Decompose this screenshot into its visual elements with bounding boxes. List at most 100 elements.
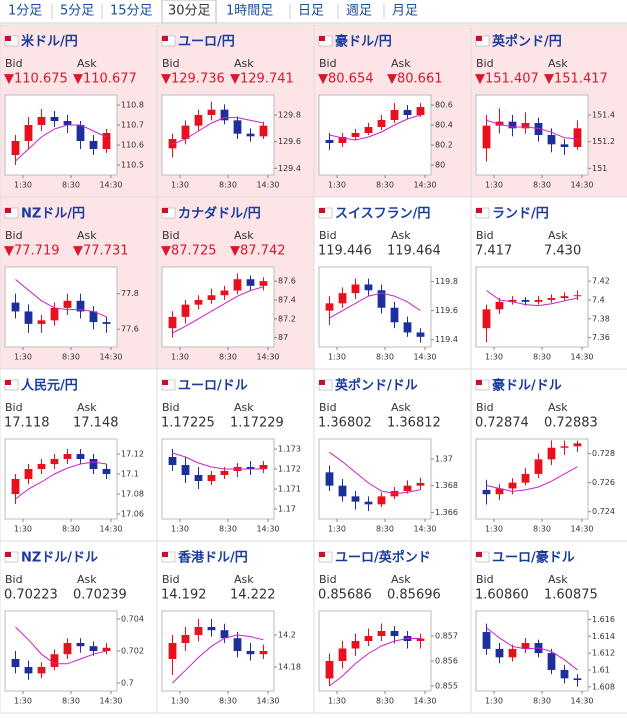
ask-price: ▼80.661 — [387, 72, 443, 87]
pair-title[interactable]: ユーロ/円 — [178, 35, 235, 50]
pair-title[interactable]: 豪ドル/円 — [335, 34, 392, 50]
bid-price: ▼129.736 — [161, 72, 225, 87]
flag-icon-part — [5, 208, 11, 213]
tab[interactable]: 1時間足 — [226, 4, 273, 19]
y-tick-label: 119.8 — [435, 277, 458, 286]
x-tick-label: 14:30 — [99, 181, 122, 190]
bid-label: Bid — [162, 401, 180, 414]
candle-body — [89, 646, 98, 651]
bid-price: 0.85686 — [318, 588, 372, 603]
bid-label: Bid — [319, 57, 337, 70]
chart-area — [4, 610, 118, 692]
tab[interactable]: 15分足 — [110, 4, 153, 19]
chart-area — [475, 610, 589, 692]
moving-average — [15, 626, 107, 665]
chart-area — [318, 438, 432, 520]
ask-price: ▼129.741 — [230, 72, 294, 87]
candle-body — [364, 636, 373, 641]
pair-title[interactable]: ユーロ/英ポンド — [335, 550, 431, 566]
pair-title[interactable]: 香港ドル/円 — [177, 550, 248, 566]
tab[interactable]: 30分足 — [168, 4, 211, 19]
x-tick-label: 1:30 — [171, 525, 189, 534]
bid-price: ▼87.725 — [161, 244, 217, 259]
ask-label: Ask — [234, 57, 254, 70]
y-tick-label: 110.8 — [121, 101, 144, 110]
x-tick-label: 14:30 — [413, 525, 436, 534]
x-tick-label: 14:30 — [99, 697, 122, 706]
candle-body — [220, 471, 229, 475]
y-tick-label: 17.08 — [121, 490, 144, 499]
y-tick-label: 1.368 — [435, 481, 458, 490]
x-tick-label: 1:30 — [485, 353, 503, 362]
candle-body — [89, 141, 98, 149]
moving-average — [15, 124, 107, 162]
chart-area — [161, 610, 275, 692]
ask-label: Ask — [77, 229, 97, 242]
candle-body — [207, 295, 216, 300]
y-tick-label: 1.616 — [592, 615, 615, 624]
pair-title[interactable]: NZドル/円 — [21, 207, 85, 222]
candle-body — [76, 300, 85, 312]
candle-body — [482, 489, 491, 495]
x-tick-label: 14:30 — [413, 353, 436, 362]
tab[interactable]: 月足 — [392, 4, 418, 19]
tab[interactable]: 日足 — [298, 4, 324, 19]
candle-body — [560, 446, 569, 448]
candle-body — [102, 469, 111, 474]
pair-title[interactable]: NZドル/ドル — [21, 551, 98, 566]
y-tick-label: 1.17 — [278, 505, 296, 514]
candle-body — [50, 459, 59, 464]
moving-average — [329, 114, 421, 141]
pair-title[interactable]: 米ドル/円 — [21, 34, 78, 50]
pair-title[interactable]: スイスフラン/円 — [335, 207, 430, 222]
pair-title[interactable]: カナダドル/円 — [178, 206, 261, 222]
flag-icon-part — [319, 552, 325, 557]
bid-label: Bid — [5, 229, 23, 242]
tab[interactable]: 5分足 — [60, 4, 94, 19]
candle-body — [168, 643, 177, 659]
y-tick-label: 1.37 — [435, 455, 453, 464]
candle-body — [181, 635, 190, 643]
candle-body — [390, 307, 399, 323]
candle-body — [246, 467, 255, 469]
bid-label: Bid — [162, 229, 180, 242]
ask-price: ▼87.742 — [230, 244, 286, 259]
tab[interactable]: 週足 — [346, 4, 372, 19]
ask-price: 17.148 — [73, 416, 119, 431]
x-tick-label: 1:30 — [328, 697, 346, 706]
moving-average — [15, 279, 107, 318]
y-tick-label: 110.7 — [121, 121, 144, 130]
x-tick-label: 8:30 — [533, 525, 551, 534]
candle-body — [246, 133, 255, 137]
pair-title[interactable]: 豪ドル/ドル — [492, 378, 562, 394]
pair-title[interactable]: 人民元/円 — [21, 378, 78, 394]
candle-body — [508, 648, 517, 658]
pair-title[interactable]: ランド/円 — [492, 207, 549, 222]
y-tick-label: 129.8 — [278, 111, 301, 120]
x-tick-label: 8:30 — [376, 525, 394, 534]
y-tick-label: 87.4 — [278, 295, 296, 304]
ask-label: Ask — [391, 401, 411, 414]
candle-body — [233, 120, 242, 134]
x-tick-label: 1:30 — [171, 697, 189, 706]
pair-title[interactable]: 英ポンド/円 — [491, 34, 562, 50]
candle-body — [534, 299, 543, 302]
flag-icon-part — [162, 380, 168, 385]
flag-icon-part — [476, 208, 482, 213]
candle-body — [24, 667, 33, 674]
candle-body — [364, 127, 373, 133]
y-tick-label: 7.42 — [592, 277, 610, 286]
bid-price: ▼151.407 — [475, 72, 539, 87]
pair-title[interactable]: 英ポンド/ドル — [334, 378, 418, 394]
x-tick-label: 14:30 — [99, 525, 122, 534]
candle-body — [246, 279, 255, 286]
bid-price: 14.192 — [161, 588, 207, 603]
moving-average — [329, 451, 421, 495]
tab[interactable]: 1分足 — [8, 4, 42, 19]
candle-body — [233, 279, 242, 291]
pair-title[interactable]: ユーロ/ドル — [178, 379, 248, 394]
candle-body — [547, 298, 556, 300]
pair-title[interactable]: ユーロ/豪ドル — [492, 550, 575, 566]
